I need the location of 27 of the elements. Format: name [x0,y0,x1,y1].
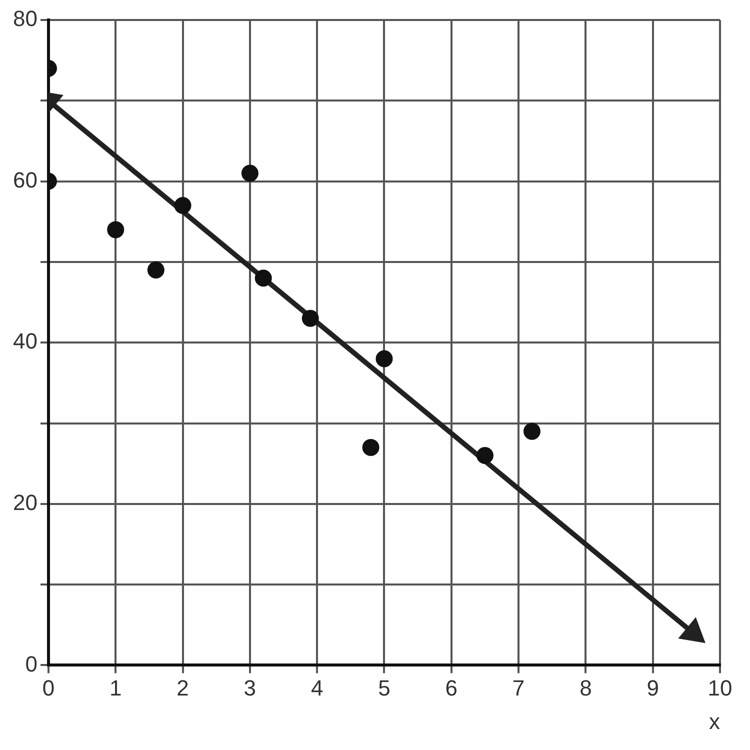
y-tick-label: 20 [12,490,38,515]
x-tick-label: 9 [646,675,659,700]
point [241,164,258,182]
x-tick-label: 5 [378,675,390,700]
x-tick-label: 0 [42,675,55,700]
x-tick-label: 6 [445,675,458,700]
point [147,262,164,279]
x-tick-label: 3 [244,675,256,700]
point [254,270,272,287]
point [523,422,540,440]
point [476,447,494,464]
point [174,196,192,214]
y-tick-label: 40 [12,328,38,354]
point [302,310,319,327]
point [362,438,380,456]
x-axis-title: x [709,708,720,734]
x-tick-label: 10 [708,675,732,700]
x-tick-label: 8 [580,675,592,700]
x-tick-label: 4 [310,675,324,700]
y-tick-label: 60 [12,167,38,192]
x-tick-label: 2 [176,675,189,700]
y-tick-label: 0 [25,651,38,676]
y-tick-label: 80 [12,6,38,32]
point [107,221,124,238]
x-tick-label: 7 [512,675,525,700]
x-tick-label: 1 [110,675,122,700]
point [376,350,393,368]
